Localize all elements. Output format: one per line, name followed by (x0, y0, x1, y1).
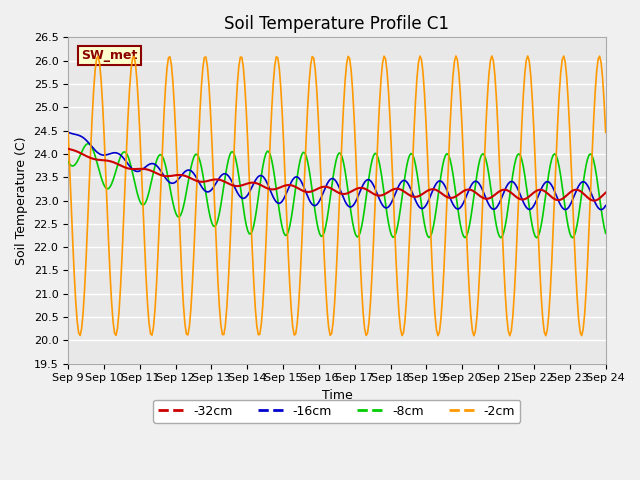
Title: Soil Temperature Profile C1: Soil Temperature Profile C1 (225, 15, 449, 33)
Text: SW_met: SW_met (81, 49, 138, 62)
X-axis label: Time: Time (321, 389, 352, 402)
Legend: -32cm, -16cm, -8cm, -2cm: -32cm, -16cm, -8cm, -2cm (154, 400, 520, 423)
Y-axis label: Soil Temperature (C): Soil Temperature (C) (15, 136, 28, 265)
